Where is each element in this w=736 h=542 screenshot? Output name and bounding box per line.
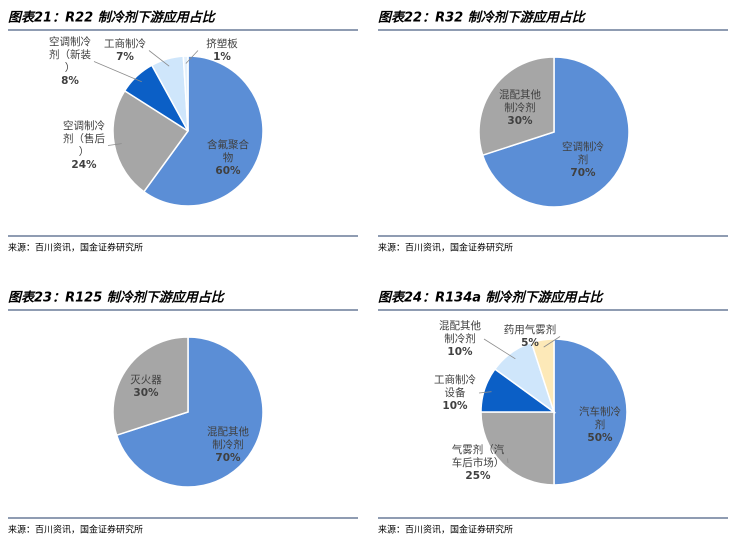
- slice-label: 混配其他制冷剂: [499, 88, 541, 114]
- slice-value: 5%: [521, 337, 539, 349]
- slice-value: 24%: [71, 159, 97, 171]
- leader-line: [107, 143, 122, 146]
- slice-label: 挤塑板: [206, 37, 238, 50]
- pie-slice: [553, 338, 628, 486]
- leader-line: [93, 61, 142, 83]
- slice-label: 汽车制冷剂: [579, 405, 621, 431]
- slice-label: 含氟聚合物: [207, 138, 249, 164]
- slice-value: 10%: [442, 400, 468, 412]
- chart-title: 图表24：R134a 制冷剂下游应用占比: [378, 290, 605, 306]
- pie-slice: [142, 55, 264, 207]
- leader-line: [185, 50, 199, 64]
- slice-label: 空调制冷剂（售后）: [63, 119, 105, 158]
- slice-label: 工商制冷: [104, 37, 146, 50]
- source: 来源：百川资讯，国金证券研究所: [8, 242, 143, 254]
- slice-value: 10%: [447, 346, 473, 358]
- slice-label: 混配其他制冷剂: [439, 319, 481, 345]
- slice-value: 60%: [215, 165, 241, 177]
- leader-line: [478, 391, 492, 394]
- pie-slice: [182, 55, 189, 132]
- chart-title: 图表21：R22 制冷剂下游应用占比: [8, 10, 217, 26]
- slice-value: 70%: [215, 452, 241, 464]
- source: 来源：百川资讯，国金证券研究所: [8, 524, 143, 536]
- chart-title: 图表23：R125 制冷剂下游应用占比: [8, 290, 226, 306]
- pie-slice: [480, 411, 555, 486]
- slice-label: 气雾剂（汽车后市场）: [452, 443, 505, 469]
- source: 来源：百川资讯，国金证券研究所: [378, 242, 513, 254]
- slice-label: 空调制冷剂（新装）: [49, 35, 91, 74]
- slice-value: 50%: [587, 432, 613, 444]
- slice-label: 药用气雾剂: [504, 323, 557, 336]
- pie-slice: [112, 336, 189, 437]
- pie-slice: [115, 336, 264, 488]
- slice-value: 30%: [507, 115, 533, 127]
- pie-slice: [530, 338, 555, 413]
- slice-label: 混配其他制冷剂: [207, 425, 249, 451]
- slice-value: 70%: [570, 167, 596, 179]
- pie-slice: [478, 56, 555, 157]
- slice-value: 30%: [133, 387, 159, 399]
- source: 来源：百川资讯，国金证券研究所: [378, 524, 513, 536]
- leader-line: [483, 338, 516, 360]
- slice-label: 工商制冷设备: [434, 373, 476, 399]
- slice-value: 25%: [465, 470, 491, 482]
- slice-value: 1%: [213, 51, 231, 63]
- slice-value: 8%: [61, 75, 79, 87]
- slice-value: 7%: [116, 51, 134, 63]
- chart-title: 图表22：R32 制冷剂下游应用占比: [378, 10, 587, 26]
- leader-line: [543, 336, 561, 348]
- leader-line: [148, 50, 170, 67]
- pie-slice: [481, 56, 630, 208]
- pie-slice: [112, 89, 190, 193]
- slice-label: 灭火器: [130, 374, 162, 386]
- slice-label: 空调制冷剂: [562, 140, 604, 166]
